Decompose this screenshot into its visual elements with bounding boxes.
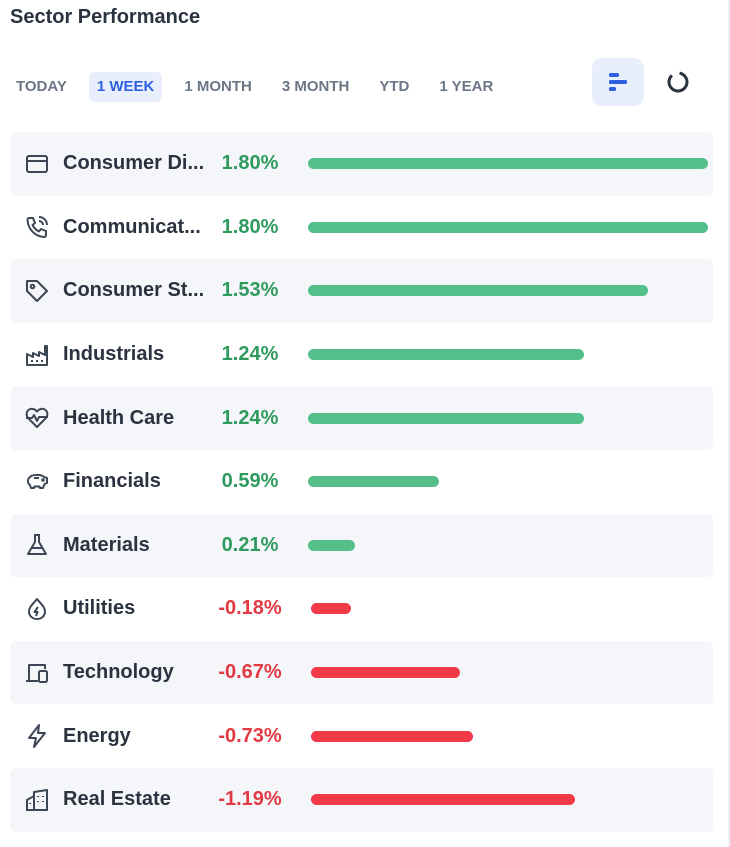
- tag-icon: [23, 277, 51, 305]
- sector-bar: [308, 158, 708, 170]
- sector-change: 1.80%: [221, 215, 279, 238]
- donut-chart-icon: [667, 71, 689, 93]
- page-title: Sector Performance: [10, 6, 201, 28]
- tab-today[interactable]: TODAY: [16, 78, 67, 95]
- panel-right-border: [728, 0, 730, 847]
- sector-bar: [311, 603, 351, 615]
- lightning-icon: [23, 722, 51, 750]
- sector-bar: [308, 412, 584, 424]
- sector-change: 1.24%: [221, 406, 279, 429]
- tab-ytd[interactable]: YTD: [379, 78, 410, 95]
- sector-change: -0.18%: [218, 597, 282, 620]
- sector-change: 0.59%: [221, 470, 279, 493]
- sector-row-communication-services[interactable]: Communicat... 1.80%: [10, 196, 713, 260]
- sector-name: Communicat...: [63, 215, 201, 238]
- sector-row-materials[interactable]: Materials 0.21%: [10, 513, 713, 578]
- sector-bar: [308, 539, 355, 551]
- sector-change: -1.19%: [218, 788, 282, 811]
- bar-chart-icon: [609, 73, 627, 91]
- buildings-icon: [23, 786, 51, 814]
- sector-change: -0.67%: [218, 661, 282, 684]
- sector-row-financials[interactable]: Financials 0.59%: [10, 450, 713, 514]
- sector-list: Consumer Di... 1.80% Communicat... 1.80%…: [10, 132, 713, 832]
- sector-row-industrials[interactable]: Industrials 1.24%: [10, 323, 713, 387]
- sector-change: 1.24%: [221, 343, 279, 366]
- tab-1-month[interactable]: 1 MONTH: [184, 78, 252, 95]
- sector-row-consumer-discretionary[interactable]: Consumer Di... 1.80%: [10, 132, 713, 196]
- piggy-bank-icon: [23, 468, 51, 496]
- tab-1-year[interactable]: 1 YEAR: [439, 78, 494, 95]
- sector-bar: [308, 476, 440, 488]
- sector-row-real-estate[interactable]: Real Estate -1.19%: [10, 767, 713, 832]
- sector-name: Health Care: [63, 406, 175, 429]
- sector-change: 0.21%: [221, 533, 279, 556]
- sector-bar: [308, 349, 584, 361]
- sector-name: Real Estate: [63, 788, 171, 811]
- phone-icon: [23, 213, 51, 241]
- sector-name: Consumer St...: [63, 279, 205, 302]
- flask-icon: [23, 531, 51, 559]
- donut-view-button[interactable]: [652, 58, 704, 106]
- sector-bar: [308, 221, 708, 233]
- sector-name: Consumer Di...: [63, 152, 205, 175]
- sector-name: Utilities: [63, 597, 136, 620]
- sector-bar: [311, 730, 474, 742]
- flame-icon: [23, 595, 51, 623]
- sector-bar: [311, 794, 576, 806]
- sector-name: Technology: [63, 661, 174, 684]
- sector-change: 1.80%: [221, 152, 279, 175]
- sector-row-health-care[interactable]: Health Care 1.24%: [10, 386, 713, 450]
- sector-row-technology[interactable]: Technology -0.67%: [10, 640, 713, 705]
- sector-name: Materials: [63, 533, 150, 556]
- tab-1-week[interactable]: 1 WEEK: [88, 72, 163, 102]
- sector-bar: [311, 667, 460, 679]
- sector-row-utilities[interactable]: Utilities -0.18%: [10, 577, 713, 641]
- sector-name: Financials: [63, 470, 161, 493]
- sector-row-consumer-staples[interactable]: Consumer St... 1.53%: [10, 259, 713, 323]
- credit-card-icon: [23, 150, 51, 178]
- sector-name: Industrials: [63, 343, 165, 366]
- period-tabs: TODAY 1 WEEK 1 MONTH 3 MONTH YTD 1 YEAR: [8, 72, 515, 102]
- sector-row-energy[interactable]: Energy -0.73%: [10, 704, 713, 768]
- sector-bar: [308, 285, 648, 297]
- factory-icon: [23, 341, 51, 369]
- sector-change: -0.73%: [218, 724, 282, 747]
- tab-3-month[interactable]: 3 MONTH: [281, 78, 350, 95]
- sector-change: 1.53%: [221, 279, 279, 302]
- bar-view-button[interactable]: [592, 58, 644, 106]
- devices-icon: [23, 659, 51, 687]
- heartbeat-icon: [23, 404, 51, 432]
- sector-name: Energy: [63, 724, 131, 747]
